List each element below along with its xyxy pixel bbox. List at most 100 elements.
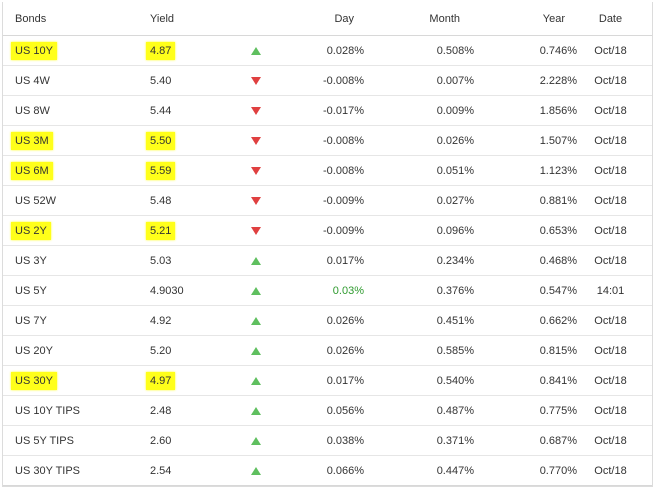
yield-cell: 4.97 (146, 365, 230, 396)
bond-name-link[interactable]: US 8W (15, 104, 50, 117)
bond-name-link[interactable]: US 52W (15, 194, 56, 207)
date-cell: Oct/18 (577, 455, 652, 486)
direction-cell (230, 35, 270, 66)
bond-name-link[interactable]: US 4W (15, 74, 50, 87)
table-row[interactable]: US 6M 5.59 -0.008% 0.051% 1.123% Oct/18 (3, 155, 652, 186)
day-change-cell: -0.009% (270, 215, 364, 246)
bond-name-cell: US 10Y (3, 35, 150, 66)
month-change-cell: 0.096% (364, 215, 474, 246)
month-change-cell: 0.447% (364, 455, 474, 486)
date-cell: Oct/18 (577, 215, 652, 246)
triangle-up-icon (251, 436, 261, 445)
bond-name-link[interactable]: US 10Y (11, 41, 57, 60)
header-yield[interactable]: Yield (150, 2, 230, 36)
yield-value: 2.48 (150, 404, 172, 417)
header-month[interactable]: Month (364, 2, 474, 36)
table-row[interactable]: US 4W 5.40 -0.008% 0.007% 2.228% Oct/18 (3, 65, 652, 96)
bond-name-cell: US 30Y TIPS (3, 455, 150, 486)
bond-name-link[interactable]: US 3Y (15, 254, 47, 267)
bond-name-cell: US 5Y TIPS (3, 425, 150, 456)
yield-cell: 5.40 (150, 65, 230, 96)
direction-cell (230, 305, 270, 336)
month-change-cell: 0.027% (364, 185, 474, 216)
bond-name-cell: US 4W (3, 65, 150, 96)
bond-name-link[interactable]: US 3M (11, 131, 53, 150)
year-change-cell: 0.815% (474, 335, 577, 366)
day-change-cell: 0.038% (270, 425, 364, 456)
triangle-up-icon (251, 46, 261, 55)
day-change-cell: 0.028% (270, 35, 364, 66)
triangle-up-icon (251, 346, 261, 355)
year-change-cell: 0.746% (474, 35, 577, 66)
bond-name-link[interactable]: US 5Y TIPS (15, 434, 74, 447)
bond-name-link[interactable]: US 10Y TIPS (15, 404, 81, 417)
table-body: US 10Y 4.87 0.028% 0.508% 0.746% Oct/18 US 4W 5… (3, 35, 652, 486)
table-row[interactable]: US 30Y TIPS 2.54 0.066% 0.447% 0.770% Oct/18 (3, 455, 652, 486)
day-change-cell: 0.017% (270, 245, 364, 276)
triangle-down-icon (251, 76, 261, 85)
triangle-down-icon (251, 226, 261, 235)
bond-name-link[interactable]: US 5Y (15, 284, 47, 297)
year-change-cell: 0.468% (474, 245, 577, 276)
table-row[interactable]: US 52W 5.48 -0.009% 0.027% 0.881% Oct/18 (3, 185, 652, 216)
month-change-cell: 0.376% (364, 275, 474, 306)
header-year[interactable]: Year (474, 2, 577, 36)
table-row[interactable]: US 2Y 5.21 -0.009% 0.096% 0.653% Oct/18 (3, 215, 652, 246)
bond-name-link[interactable]: US 30Y (11, 371, 57, 390)
month-change-cell: 0.051% (364, 155, 474, 186)
header-date[interactable]: Date (577, 2, 652, 36)
year-change-cell: 1.856% (474, 95, 577, 126)
table-row[interactable]: US 10Y TIPS 2.48 0.056% 0.487% 0.775% Oct/18 (3, 395, 652, 426)
table-row[interactable]: US 5Y TIPS 2.60 0.038% 0.371% 0.687% Oct/18 (3, 425, 652, 456)
table-row[interactable]: US 8W 5.44 -0.017% 0.009% 1.856% Oct/18 (3, 95, 652, 126)
table-row[interactable]: US 7Y 4.92 0.026% 0.451% 0.662% Oct/18 (3, 305, 652, 336)
year-change-cell: 0.547% (474, 275, 577, 306)
bond-name-link[interactable]: US 2Y (11, 221, 51, 240)
bond-name-link[interactable]: US 30Y TIPS (15, 464, 81, 477)
table-row[interactable]: US 30Y 4.97 0.017% 0.540% 0.841% Oct/18 (3, 365, 652, 396)
yield-value: 5.48 (150, 194, 172, 207)
bond-name-cell: US 3M (3, 125, 150, 156)
triangle-up-icon (251, 466, 261, 475)
yield-cell: 5.44 (150, 95, 230, 126)
year-change-cell: 0.881% (474, 185, 577, 216)
yield-value: 5.21 (146, 221, 176, 240)
date-cell: Oct/18 (577, 305, 652, 336)
day-change-cell: 0.026% (270, 335, 364, 366)
yield-cell: 4.92 (150, 305, 230, 336)
bond-name-link[interactable]: US 7Y (15, 314, 47, 327)
table-row[interactable]: US 5Y 4.9030 0.03% 0.376% 0.547% 14:01 (3, 275, 652, 306)
direction-cell (230, 425, 270, 456)
table-row[interactable]: US 3Y 5.03 0.017% 0.234% 0.468% Oct/18 (3, 245, 652, 276)
date-cell: Oct/18 (577, 365, 652, 396)
table-row[interactable]: US 10Y 4.87 0.028% 0.508% 0.746% Oct/18 (3, 35, 652, 66)
table-row[interactable]: US 20Y 5.20 0.026% 0.585% 0.815% Oct/18 (3, 335, 652, 366)
bond-name-cell: US 3Y (3, 245, 150, 276)
day-change-cell: 0.066% (270, 455, 364, 486)
yield-cell: 4.9030 (150, 275, 230, 306)
month-change-cell: 0.585% (364, 335, 474, 366)
day-change-cell: -0.009% (270, 185, 364, 216)
table-row[interactable]: US 3M 5.50 -0.008% 0.026% 1.507% Oct/18 (3, 125, 652, 156)
bond-name-cell: US 20Y (3, 335, 150, 366)
day-change-cell: -0.008% (270, 155, 364, 186)
date-cell: Oct/18 (577, 185, 652, 216)
triangle-up-icon (251, 316, 261, 325)
yield-value: 4.9030 (150, 284, 184, 297)
bond-name-link[interactable]: US 6M (11, 161, 53, 180)
month-change-cell: 0.007% (364, 65, 474, 96)
bond-name-cell: US 8W (3, 95, 150, 126)
yield-cell: 2.48 (150, 395, 230, 426)
date-cell: Oct/18 (577, 425, 652, 456)
bond-name-link[interactable]: US 20Y (15, 344, 53, 357)
header-day[interactable]: Day (270, 2, 364, 36)
date-cell: Oct/18 (577, 125, 652, 156)
triangle-up-icon (251, 286, 261, 295)
month-change-cell: 0.371% (364, 425, 474, 456)
yield-cell: 5.50 (146, 125, 230, 156)
month-change-cell: 0.234% (364, 245, 474, 276)
day-change-cell: 0.03% (270, 275, 364, 306)
table-header: Bonds Yield Day Month Year Date (3, 2, 652, 36)
day-change-cell: 0.056% (270, 395, 364, 426)
header-bonds[interactable]: Bonds (3, 2, 150, 36)
